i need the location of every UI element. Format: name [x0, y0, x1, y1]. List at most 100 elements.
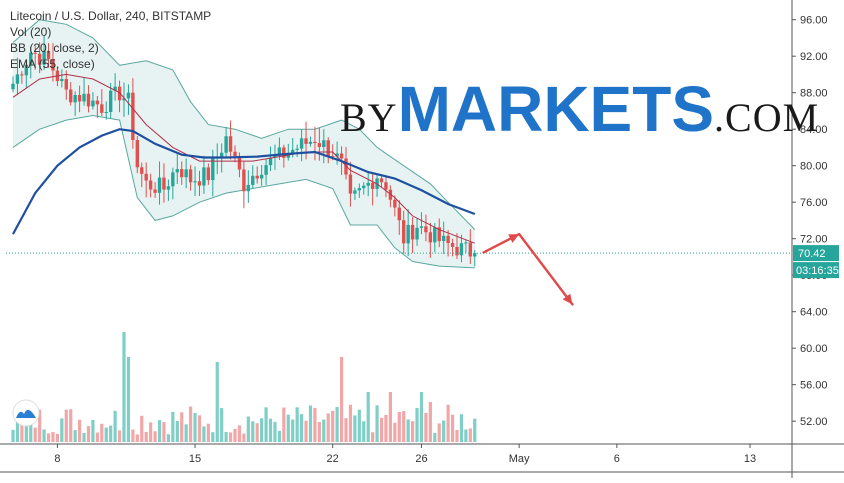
volume-bar: [189, 406, 193, 442]
volume-bar: [157, 420, 162, 442]
candle-body: [464, 242, 468, 244]
y-tick-label: 76.00: [800, 197, 828, 209]
candle-body: [322, 140, 326, 148]
candle-body: [175, 169, 179, 173]
volume-bar: [175, 420, 179, 442]
candle-body: [37, 53, 42, 65]
volume-bar: [419, 392, 424, 442]
volume-bar: [464, 429, 468, 442]
volume-bar: [428, 402, 432, 442]
volume-bar: [224, 432, 228, 442]
volume-bar: [20, 413, 24, 442]
candle-body: [126, 92, 131, 99]
candle-body: [450, 243, 455, 247]
volume-bar: [171, 411, 175, 442]
legend-symbol[interactable]: Litecoin / U.S. Dollar, 240, BITSTAMP: [10, 9, 212, 23]
candle-body: [393, 199, 397, 208]
volume-bar: [437, 423, 441, 442]
volume-bar: [206, 423, 210, 442]
volume-bar: [113, 410, 117, 442]
volume-bar: [237, 425, 242, 442]
volume-bar: [193, 412, 197, 442]
candle-body: [415, 227, 419, 240]
countdown-tag: [793, 262, 839, 279]
volume-bar: [149, 422, 153, 442]
y-tick-label: 72.00: [800, 234, 828, 246]
candle-body: [135, 139, 140, 168]
candle-body: [60, 79, 64, 82]
legend-bollinger[interactable]: BB (20, close, 2): [10, 41, 99, 55]
volume-bar: [322, 419, 326, 442]
candle-body: [268, 157, 273, 166]
candle-body: [184, 169, 188, 178]
volume-bar: [33, 427, 37, 442]
volume-bar: [313, 407, 317, 442]
candle-body: [242, 169, 246, 192]
candle-body: [291, 149, 295, 154]
candle-body: [140, 167, 144, 174]
candle-body: [264, 165, 268, 175]
volume-bar: [211, 432, 215, 442]
volume-bar: [473, 418, 477, 442]
volume-bar: [379, 417, 384, 442]
legend-volume[interactable]: Vol (20): [10, 25, 52, 39]
candle-body: [308, 141, 313, 144]
y-tick-label: 96.00: [800, 15, 828, 27]
volume-bar: [357, 409, 361, 442]
volume-bar: [366, 392, 370, 442]
bollinger-upper-line: [12, 19, 476, 230]
volume-bar: [91, 419, 95, 442]
candle-body: [117, 86, 122, 101]
candle-body: [441, 235, 446, 242]
candle-body: [259, 174, 264, 179]
candle-body: [162, 177, 166, 190]
y-tick-label: 88.00: [800, 88, 828, 100]
candle-body: [433, 227, 437, 243]
volume-bar: [255, 423, 259, 442]
candle-body: [51, 58, 55, 71]
candle-body: [180, 169, 184, 178]
volume-bar: [131, 429, 135, 442]
volume-bar: [415, 408, 419, 442]
forecast-arrowhead-up: [508, 234, 520, 243]
candle-body: [419, 226, 424, 228]
countdown-label: 03:16:35: [796, 265, 839, 277]
candle-body: [424, 226, 428, 233]
candle-body: [104, 111, 108, 113]
volume-bar: [362, 421, 366, 442]
candle-body: [237, 155, 242, 170]
candle-body: [282, 147, 286, 158]
volume-bar: [73, 430, 77, 442]
volume-bar: [468, 428, 472, 442]
bollinger-band-fill: [13, 19, 475, 268]
last-price-tag: [793, 245, 839, 262]
volume-bar: [15, 413, 20, 442]
tradingview-logo-cloud-icon: [16, 409, 36, 418]
candle-body: [64, 79, 68, 90]
candle-body: [277, 147, 282, 156]
volume-bar: [348, 404, 353, 442]
volume-bar: [295, 407, 299, 442]
legend-ema[interactable]: EMA (55, close): [10, 57, 95, 71]
volume-bar: [246, 416, 250, 442]
candle-body: [228, 136, 233, 152]
volume-bar: [162, 422, 166, 442]
volume-bar: [144, 431, 148, 442]
volume-bar: [184, 424, 188, 442]
candle-body: [193, 181, 197, 183]
forecast-arrowhead-down: [562, 293, 573, 305]
candle-body: [82, 93, 86, 102]
candle-body: [233, 151, 237, 156]
volume-bar: [397, 411, 401, 442]
volume-bar: [291, 419, 295, 442]
y-tick-label: 52.00: [800, 416, 828, 428]
volume-bar: [86, 426, 91, 442]
candle-body: [446, 235, 450, 244]
candle-body: [437, 227, 441, 242]
volume-bar: [69, 409, 73, 442]
candle-body: [224, 136, 228, 153]
volume-bar: [126, 357, 131, 442]
volume-bar: [335, 407, 339, 442]
